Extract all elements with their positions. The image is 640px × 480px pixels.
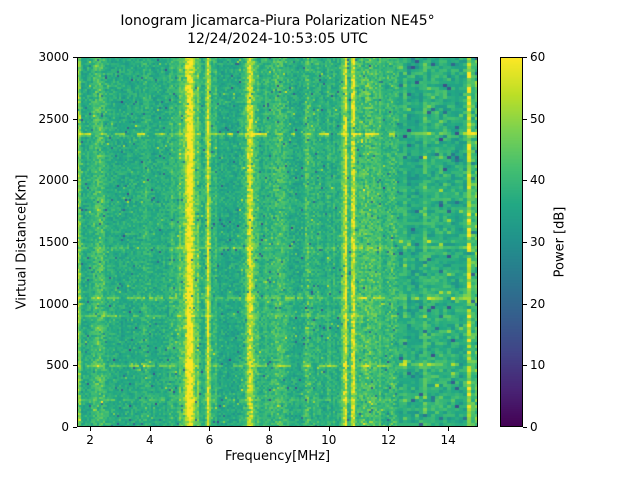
x-tick-mark (90, 427, 92, 431)
colorbar-tick-mark (523, 303, 527, 305)
chart-title: Ionogram Jicamarca-Piura Polarization NE… (120, 13, 435, 29)
x-tick-mark (149, 427, 151, 431)
colorbar-tick-mark (523, 365, 527, 367)
y-tick-mark (73, 427, 77, 428)
x-tick-label: 4 (145, 433, 154, 447)
x-tick-mark (328, 427, 330, 431)
x-tick-label: 10 (321, 433, 337, 447)
x-tick-label: 2 (86, 433, 94, 447)
chart-subtitle: 12/24/2024-10:53:05 UTC (187, 31, 368, 47)
x-tick-mark (448, 427, 450, 431)
x-tick-label: 12 (380, 433, 397, 447)
y-tick-mark (73, 180, 77, 182)
colorbar-tick-label: 40 (530, 173, 546, 188)
colorbar-tick-mark (523, 180, 527, 182)
y-tick-mark (73, 242, 77, 243)
y-tick-label: 2500 (38, 111, 69, 126)
colorbar-tick-label: 50 (530, 111, 546, 126)
colorbar-tick-mark (523, 118, 527, 120)
colorbar-tick-mark (523, 427, 527, 428)
colorbar-tick-label: 30 (530, 235, 546, 249)
y-tick-label: 1000 (38, 296, 69, 311)
colorbar-tick-label: 10 (530, 358, 546, 373)
y-tick-mark (73, 57, 77, 58)
x-tick-mark (209, 427, 211, 431)
x-tick-label: 6 (205, 433, 214, 447)
y-tick-mark (73, 303, 77, 305)
y-tick-label: 3000 (38, 50, 69, 64)
y-tick-label: 0 (61, 420, 69, 434)
colorbar-tick-mark (523, 57, 527, 58)
y-tick-mark (73, 118, 77, 120)
x-axis-label: Frequency[MHz] (224, 449, 331, 464)
x-tick-label: 8 (265, 433, 273, 447)
colorbar-tick-label: 20 (530, 296, 546, 311)
x-tick-mark (388, 427, 390, 431)
x-tick-label: 14 (440, 433, 456, 447)
y-tick-mark (73, 365, 77, 367)
x-tick-mark (269, 427, 271, 431)
y-tick-label: 2000 (38, 173, 69, 188)
colorbar-label: Power [dB] (552, 206, 568, 278)
y-tick-label: 1500 (38, 235, 69, 249)
colorbar-tick-mark (523, 242, 527, 243)
colorbar-tick-label: 60 (530, 50, 546, 64)
heatmap-canvas (77, 57, 478, 427)
colorbar-tick-label: 0 (530, 420, 538, 434)
colorbar-gradient (500, 57, 523, 427)
y-tick-label: 500 (46, 358, 69, 373)
